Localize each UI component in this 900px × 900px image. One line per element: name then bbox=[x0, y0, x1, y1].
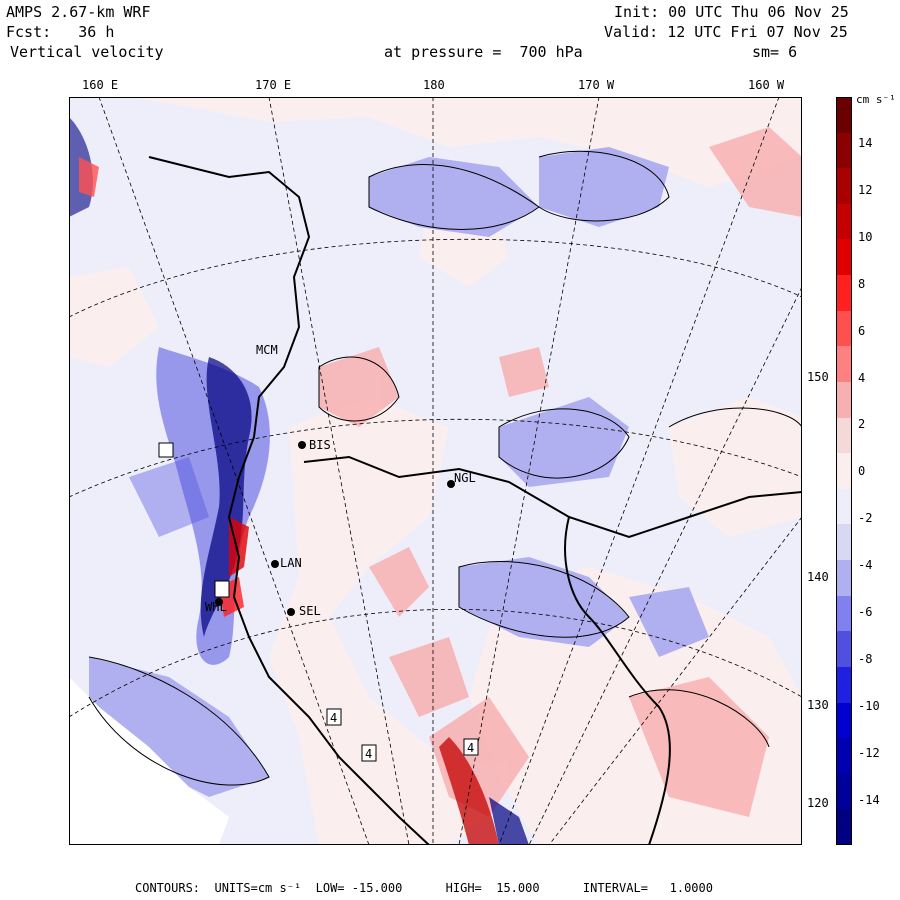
lon-label-180: 180 bbox=[423, 78, 445, 92]
colorbar-swatch bbox=[836, 239, 852, 276]
colorbar-swatch bbox=[836, 595, 852, 632]
colorbar-swatch bbox=[836, 631, 852, 668]
valid-time: Valid: 12 UTC Fri 07 Nov 25 bbox=[604, 23, 848, 41]
colorbar-swatch bbox=[836, 453, 852, 490]
lon-label-170w: 170 W bbox=[578, 78, 615, 92]
colorbar-swatch bbox=[836, 524, 852, 561]
no-data-region bbox=[69, 677, 229, 845]
colorbar-tick-label: -2 bbox=[858, 511, 873, 526]
contour-label: 4 bbox=[365, 747, 373, 761]
colorbar-swatch bbox=[836, 275, 852, 312]
station-dot-sel bbox=[287, 608, 295, 616]
forecast-hour: Fcst: 36 h bbox=[6, 23, 115, 41]
colorbar-tick-label: -14 bbox=[858, 792, 880, 807]
colorbar-tick-label: 0 bbox=[858, 464, 866, 479]
model-title: AMPS 2.67-km WRF bbox=[6, 3, 151, 21]
colorbar-swatch bbox=[836, 702, 852, 739]
colorbar-swatch bbox=[836, 132, 852, 169]
lon-label-160w: 160 W bbox=[748, 78, 785, 92]
station-dot-bis bbox=[298, 441, 306, 449]
colorbar-tick-label: 6 bbox=[858, 323, 866, 338]
station-label-ngl: NGL bbox=[454, 471, 476, 485]
colorbar-tick-label: -4 bbox=[858, 558, 873, 573]
station-label-mcm: MCM bbox=[256, 343, 278, 357]
station-markers bbox=[215, 441, 455, 616]
graticule bbox=[69, 97, 802, 845]
ice-shelf-edge bbox=[303, 455, 802, 539]
colorbar-tick-label: -10 bbox=[858, 698, 880, 713]
colorbar bbox=[836, 97, 852, 846]
colorbar-swatch bbox=[836, 773, 852, 810]
colorbar-swatch bbox=[836, 310, 852, 347]
colorbar-border bbox=[836, 97, 852, 845]
colorbar-swatch bbox=[836, 346, 852, 383]
station-label-sel: SEL bbox=[299, 604, 321, 618]
colorbar-swatch bbox=[836, 168, 852, 205]
station-dot-ngl bbox=[447, 480, 455, 488]
colorbar-swatch bbox=[836, 738, 852, 775]
station-dot-lan bbox=[271, 560, 279, 568]
colorbar-tick-label: -6 bbox=[858, 605, 873, 619]
mountain-wave-band bbox=[69, 117, 529, 845]
contour-label: 4 bbox=[330, 711, 338, 725]
contour-info: CONTOURS: UNITS=cm s⁻¹ LOW= -15.000 HIGH… bbox=[135, 881, 713, 895]
colorbar-tick-label: -8 bbox=[858, 651, 873, 666]
station-label-bis: BIS bbox=[309, 438, 331, 452]
init-time: Init: 00 UTC Thu 06 Nov 25 bbox=[614, 3, 849, 21]
colorbar-tick-label: -12 bbox=[858, 745, 880, 760]
contour-label-boxes bbox=[158, 442, 479, 762]
colorbar-swatch bbox=[836, 203, 852, 240]
station-label-whl: WHL bbox=[205, 600, 227, 614]
field-name: Vertical velocity bbox=[10, 43, 164, 61]
lon-label-170e: 170 E bbox=[255, 78, 292, 92]
coastline bbox=[148, 156, 430, 845]
station-label-lan: LAN bbox=[280, 556, 302, 570]
colorbar-swatch bbox=[836, 381, 852, 419]
smoothing-value: sm= 6 bbox=[752, 43, 798, 61]
colorbar-tick-label: 2 bbox=[858, 417, 866, 432]
grounding-line bbox=[564, 516, 671, 845]
lon-label-160e: 160 E bbox=[82, 78, 119, 92]
colorbar-units: cm s⁻¹ bbox=[856, 93, 896, 106]
descent-areas bbox=[89, 147, 709, 797]
colorbar-swatch bbox=[836, 97, 852, 134]
vertical-velocity-map bbox=[69, 97, 802, 845]
colorbar-tick-label: 4 bbox=[858, 370, 866, 385]
colorbar-swatch bbox=[836, 560, 852, 597]
colorbar-tick-label: 10 bbox=[858, 229, 873, 244]
colorbar-swatch bbox=[836, 809, 852, 846]
colorbar-swatch bbox=[836, 417, 852, 454]
contour-label: 4 bbox=[467, 741, 475, 755]
station-dot-whl bbox=[215, 598, 223, 606]
colorbar-tick-label: 12 bbox=[858, 182, 873, 197]
colorbar-swatch bbox=[836, 666, 852, 703]
lat-label-130w: 130 W bbox=[807, 698, 844, 712]
colorbar-swatch bbox=[836, 488, 852, 525]
colorbar-tick-label: 14 bbox=[858, 136, 873, 150]
colorbar-tick-label: 8 bbox=[858, 276, 866, 291]
pressure-level: at pressure = 700 hPa bbox=[384, 43, 583, 61]
map-frame bbox=[69, 97, 802, 845]
